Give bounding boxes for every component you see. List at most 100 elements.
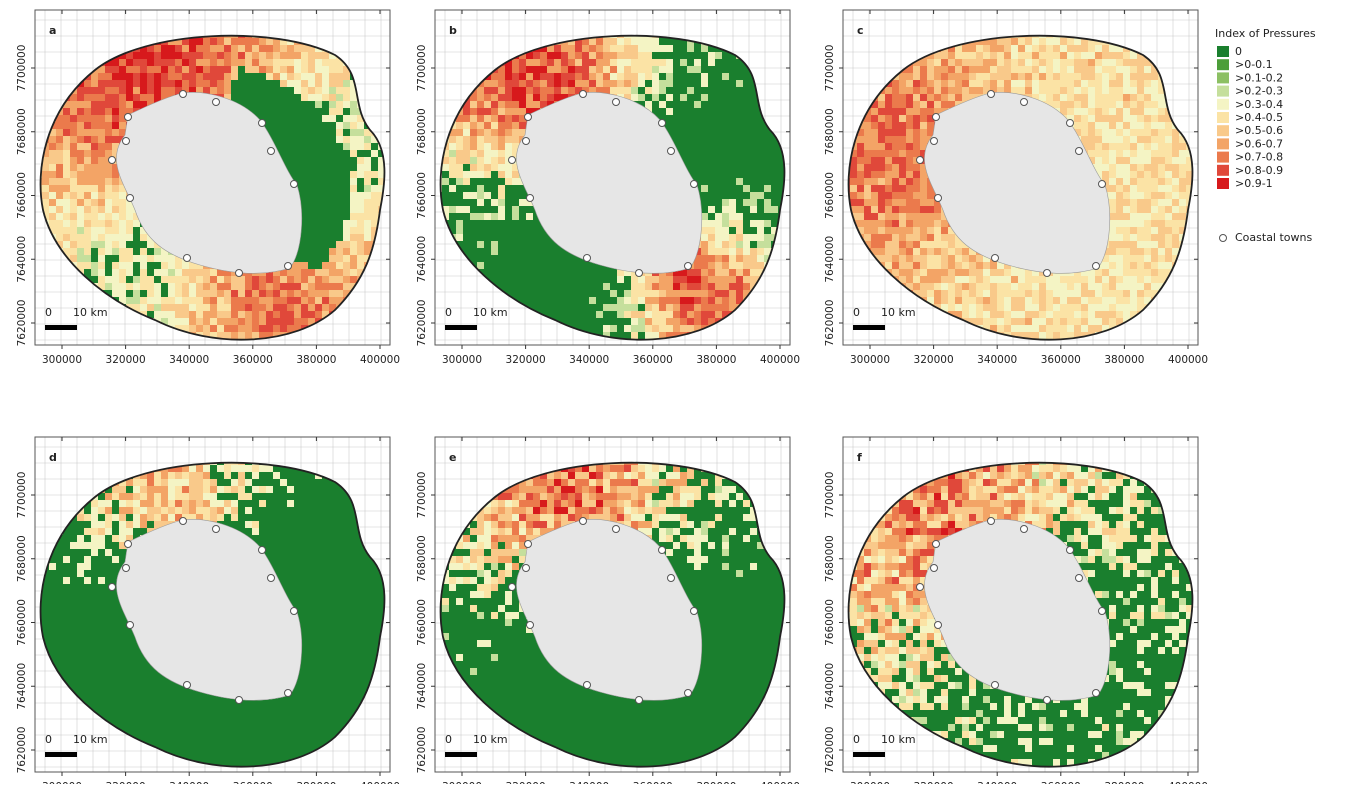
pressure-cell	[715, 66, 722, 73]
pressure-cell	[624, 73, 631, 80]
pressure-cell	[757, 297, 764, 304]
pressure-cell	[161, 283, 168, 290]
pressure-cell	[35, 332, 42, 339]
pressure-cell	[547, 283, 554, 290]
pressure-cell	[484, 234, 491, 241]
pressure-cell	[245, 318, 252, 325]
pressure-cell	[77, 52, 84, 59]
pressure-cell	[70, 101, 77, 108]
pressure-cell	[329, 332, 336, 339]
pressure-cell	[315, 276, 322, 283]
pressure-cell	[673, 45, 680, 52]
pressure-cell	[126, 234, 133, 241]
pressure-cell	[238, 325, 245, 332]
pressure-cell	[463, 45, 470, 52]
pressure-cell	[715, 129, 722, 136]
pressure-cell	[722, 325, 729, 332]
pressure-cell	[729, 150, 736, 157]
pressure-cell	[329, 290, 336, 297]
pressure-cell	[112, 122, 119, 129]
pressure-cell	[638, 52, 645, 59]
pressure-cell	[540, 94, 547, 101]
pressure-cell	[638, 59, 645, 66]
pressure-cell	[680, 66, 687, 73]
pressure-cell	[203, 80, 210, 87]
pressure-cell	[694, 304, 701, 311]
pressure-cell	[722, 227, 729, 234]
pressure-cell	[301, 290, 308, 297]
pressure-cell	[378, 24, 385, 31]
pressure-cell	[273, 59, 280, 66]
pressure-cell	[91, 248, 98, 255]
pressure-cell	[357, 283, 364, 290]
pressure-cell	[56, 80, 63, 87]
pressure-cell	[196, 52, 203, 59]
pressure-cell	[42, 248, 49, 255]
pressure-cell	[231, 45, 238, 52]
coastal-town	[125, 114, 132, 121]
pressure-cell	[533, 241, 540, 248]
pressure-cell	[771, 185, 778, 192]
pressure-cell	[540, 255, 547, 262]
pressure-cell	[519, 73, 526, 80]
pressure-cell	[63, 234, 70, 241]
pressure-cell	[785, 52, 792, 59]
pressure-cell	[273, 122, 280, 129]
pressure-cell	[385, 129, 392, 136]
pressure-cell	[301, 276, 308, 283]
pressure-cell	[533, 248, 540, 255]
pressure-cell	[287, 108, 294, 115]
pressure-cell	[315, 164, 322, 171]
pressure-cell	[231, 52, 238, 59]
pressure-cell	[322, 262, 329, 269]
pressure-cell	[357, 129, 364, 136]
pressure-cell	[133, 290, 140, 297]
pressure-cell	[449, 45, 456, 52]
pressure-cell	[624, 31, 631, 38]
pressure-cell	[547, 66, 554, 73]
pressure-cell	[554, 262, 561, 269]
pressure-cell	[470, 45, 477, 52]
pressure-cell	[350, 164, 357, 171]
pressure-cell	[498, 241, 505, 248]
pressure-cell	[540, 304, 547, 311]
pressure-cell	[715, 255, 722, 262]
pressure-cell	[336, 311, 343, 318]
pressure-cell	[231, 276, 238, 283]
pressure-cell	[273, 108, 280, 115]
pressure-cell	[280, 304, 287, 311]
pressure-cell	[736, 227, 743, 234]
pressure-cell	[35, 129, 42, 136]
pressure-cell	[133, 59, 140, 66]
pressure-cell	[778, 24, 785, 31]
pressure-cell	[687, 311, 694, 318]
pressure-cell	[470, 31, 477, 38]
pressure-cell	[470, 199, 477, 206]
pressure-cell	[231, 297, 238, 304]
pressure-cell	[491, 178, 498, 185]
pressure-cell	[680, 52, 687, 59]
pressure-cell	[673, 87, 680, 94]
pressure-cell	[315, 31, 322, 38]
pressure-cell	[715, 283, 722, 290]
pressure-cell	[463, 311, 470, 318]
pressure-cell	[708, 248, 715, 255]
pressure-cell	[98, 185, 105, 192]
pressure-cell	[624, 311, 631, 318]
pressure-cell	[610, 24, 617, 31]
pressure-cell	[491, 157, 498, 164]
pressure-cell	[701, 164, 708, 171]
pressure-cell	[385, 241, 392, 248]
pressure-cell	[364, 157, 371, 164]
pressure-cell	[715, 325, 722, 332]
pressure-cell	[771, 171, 778, 178]
pressure-cell	[168, 66, 175, 73]
pressure-cell	[105, 17, 112, 24]
pressure-cell	[112, 276, 119, 283]
pressure-cell	[694, 17, 701, 24]
pressure-cell	[687, 290, 694, 297]
pressure-cell	[140, 283, 147, 290]
pressure-cell	[582, 262, 589, 269]
pressure-cell	[743, 213, 750, 220]
pressure-cell	[329, 45, 336, 52]
